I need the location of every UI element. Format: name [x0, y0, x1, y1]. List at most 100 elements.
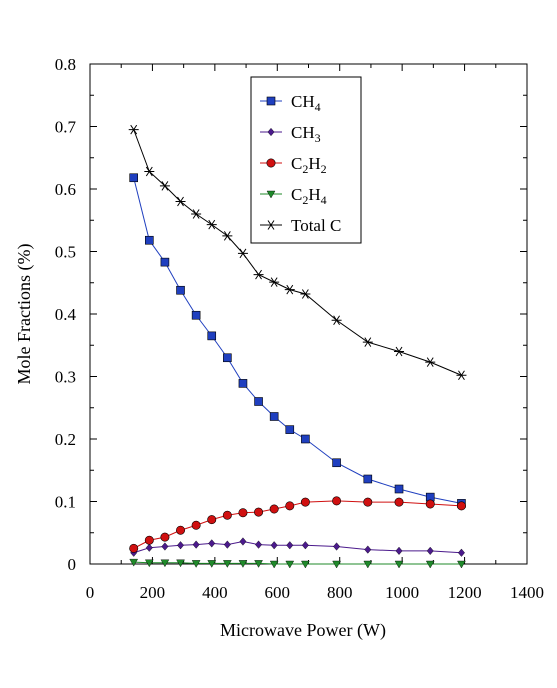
legend-marker: [266, 220, 276, 230]
data-point: [394, 497, 404, 507]
data-point: [363, 474, 373, 484]
y-tick-label: 0.8: [55, 55, 76, 74]
data-point: [207, 515, 217, 525]
y-tick-label: 0.7: [55, 118, 77, 137]
y-tick-label: 0.6: [55, 180, 76, 199]
data-point: [255, 540, 263, 549]
data-point: [177, 541, 184, 550]
y-axis-title: Mole Fractions (%): [14, 244, 35, 385]
data-point: [254, 507, 264, 517]
y-tick-label: 0.5: [55, 243, 76, 262]
data-point: [144, 535, 154, 545]
data-point: [160, 532, 170, 542]
data-point: [145, 235, 154, 245]
data-point: [222, 560, 232, 568]
data-point: [457, 560, 466, 569]
data-point: [206, 219, 217, 230]
data-point: [301, 541, 309, 550]
x-tick-label: 400: [202, 583, 228, 602]
data-point: [191, 310, 201, 320]
data-point: [331, 315, 342, 326]
data-point: [332, 458, 341, 468]
legend: CH4 CH3 C2H2 C2H4 Total C: [260, 92, 341, 235]
data-point: [254, 560, 263, 568]
data-point: [394, 484, 404, 494]
series-ch3: [130, 537, 465, 557]
data-point: [129, 173, 138, 183]
data-point: [362, 337, 373, 347]
data-point: [144, 559, 154, 568]
data-point: [191, 209, 202, 219]
legend-label: C2H2: [291, 154, 327, 176]
series-c2h2: [129, 496, 466, 553]
data-point: [425, 560, 435, 569]
series-line: [133, 500, 462, 549]
data-point: [161, 542, 169, 551]
axis-tick-labels: 0 200 400 600 800 1000 1200 1400 0 0.1 0.2 0.3 0.4 0.…: [55, 55, 544, 602]
data-point: [145, 543, 153, 552]
data-point: [426, 546, 434, 555]
y-tick-label: 0.2: [55, 430, 76, 449]
y-tick-label: 0.4: [55, 305, 77, 324]
data-point: [285, 501, 295, 511]
legend-label: Total C: [291, 216, 341, 235]
data-point: [285, 425, 295, 434]
data-point: [425, 357, 436, 367]
data-point: [300, 289, 311, 299]
data-point: [285, 560, 295, 569]
data-point: [457, 548, 465, 557]
x-tick-label: 1200: [448, 583, 482, 602]
y-tick-label: 0.3: [55, 368, 76, 387]
data-point: [208, 539, 216, 548]
data-point: [160, 559, 170, 568]
data-point: [239, 537, 247, 546]
legend-item: C2H2: [260, 154, 327, 176]
data-point: [270, 541, 278, 550]
x-tick-label: 1000: [385, 583, 419, 602]
data-point: [253, 269, 264, 280]
legend-label: CH4: [291, 92, 321, 114]
x-tick-label: 0: [86, 583, 95, 602]
data-point: [175, 196, 186, 207]
data-point: [300, 497, 310, 507]
x-axis-title: Microwave Power (W): [220, 620, 386, 641]
data-point: [160, 257, 170, 267]
data-point: [159, 181, 170, 191]
legend-marker: [266, 190, 276, 199]
data-point: [364, 545, 372, 554]
data-point: [192, 540, 200, 549]
data-point: [191, 560, 201, 568]
data-point: [254, 397, 263, 406]
data-point: [207, 331, 217, 341]
legend-marker: [266, 158, 276, 168]
data-point: [207, 560, 217, 568]
y-tick-label: 0: [68, 555, 77, 574]
data-point: [363, 560, 373, 569]
data-point: [129, 543, 139, 553]
series-total-c: [128, 124, 467, 381]
x-tick-label: 200: [140, 583, 166, 602]
data-point: [144, 166, 155, 177]
data-series: [128, 124, 467, 569]
data-point: [394, 560, 404, 569]
data-point: [128, 124, 139, 135]
legend-marker: [267, 127, 275, 137]
legend-label: CH3: [291, 123, 321, 145]
x-tick-label: 800: [327, 583, 353, 602]
series-ch4: [129, 173, 466, 508]
legend-item: Total C: [260, 216, 341, 235]
data-point: [222, 231, 233, 241]
data-point: [456, 501, 466, 511]
data-point: [286, 541, 294, 550]
data-point: [269, 277, 280, 287]
data-point: [238, 560, 248, 568]
legend-label: C2H4: [291, 185, 327, 207]
data-point: [238, 379, 248, 388]
data-point: [223, 540, 231, 549]
series-line: [133, 540, 462, 554]
y-tick-label: 0.1: [55, 493, 76, 512]
data-point: [176, 285, 185, 295]
x-tick-label: 1400: [510, 583, 544, 602]
legend-marker: [266, 96, 276, 106]
